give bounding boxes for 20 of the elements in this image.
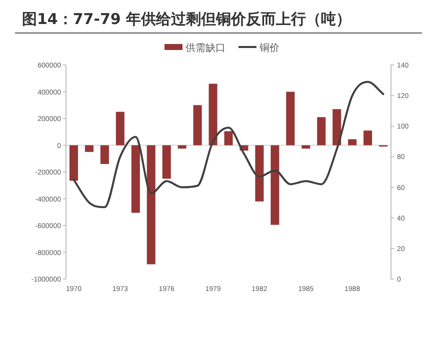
bar bbox=[255, 145, 264, 202]
bar bbox=[224, 131, 233, 146]
legend-label: 供需缺口 bbox=[186, 42, 226, 54]
bar bbox=[270, 145, 280, 225]
bar bbox=[348, 139, 357, 146]
bar bbox=[332, 109, 342, 146]
bar bbox=[364, 130, 372, 146]
bar bbox=[208, 84, 218, 146]
bar bbox=[116, 112, 124, 146]
legend-label: 铜价 bbox=[258, 42, 280, 54]
bar bbox=[286, 92, 295, 146]
chart-title: 图14：77-79 年供给过剩但铜价反而上行（吨） bbox=[22, 10, 352, 28]
bar bbox=[146, 145, 156, 264]
bar bbox=[131, 145, 140, 213]
bar bbox=[100, 145, 109, 164]
bar bbox=[317, 117, 326, 146]
bar bbox=[162, 145, 171, 179]
bar bbox=[84, 145, 94, 152]
bar bbox=[69, 145, 78, 181]
bar bbox=[193, 105, 202, 146]
